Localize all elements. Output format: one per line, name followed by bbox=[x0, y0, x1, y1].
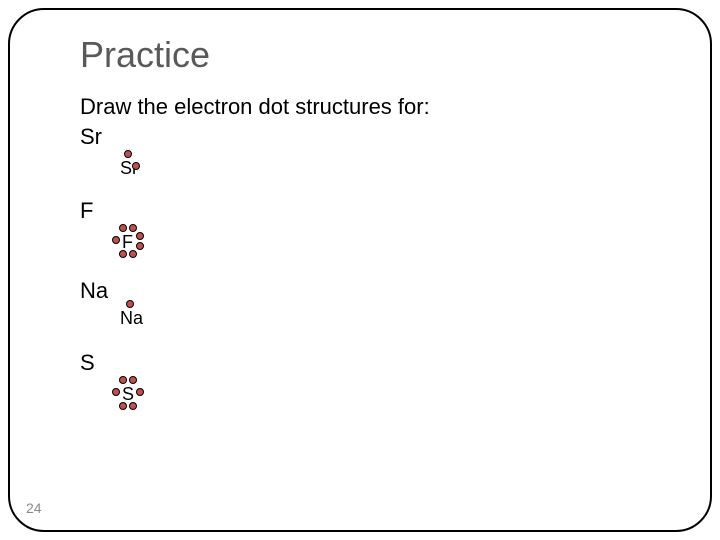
electron-dot bbox=[136, 242, 144, 250]
slide-number: 24 bbox=[26, 500, 42, 516]
element-label: S bbox=[80, 350, 95, 376]
electron-dot bbox=[129, 376, 137, 384]
slide-frame bbox=[8, 8, 712, 532]
electron-dot bbox=[129, 224, 137, 232]
lewis-symbol: Na bbox=[120, 308, 143, 329]
lewis-structure: Na bbox=[110, 300, 150, 340]
electron-dot bbox=[126, 300, 134, 308]
slide-title: Practice bbox=[80, 34, 210, 76]
lewis-structure: F bbox=[110, 224, 150, 264]
electron-dot bbox=[119, 376, 127, 384]
lewis-structure: S bbox=[110, 376, 150, 416]
electron-dot bbox=[119, 224, 127, 232]
electron-dot bbox=[136, 388, 144, 396]
electron-dot bbox=[136, 232, 144, 240]
electron-dot bbox=[119, 250, 127, 258]
element-label: F bbox=[80, 198, 93, 224]
element-label: Na bbox=[80, 278, 108, 304]
electron-dot bbox=[112, 388, 120, 396]
electron-dot bbox=[132, 162, 140, 170]
electron-dot bbox=[119, 402, 127, 410]
electron-dot bbox=[112, 236, 120, 244]
electron-dot bbox=[129, 250, 137, 258]
electron-dot bbox=[124, 150, 132, 158]
instruction-text: Draw the electron dot structures for: bbox=[80, 94, 430, 120]
electron-dot bbox=[129, 402, 137, 410]
lewis-structure: Sr bbox=[110, 150, 150, 190]
element-label: Sr bbox=[80, 124, 102, 150]
